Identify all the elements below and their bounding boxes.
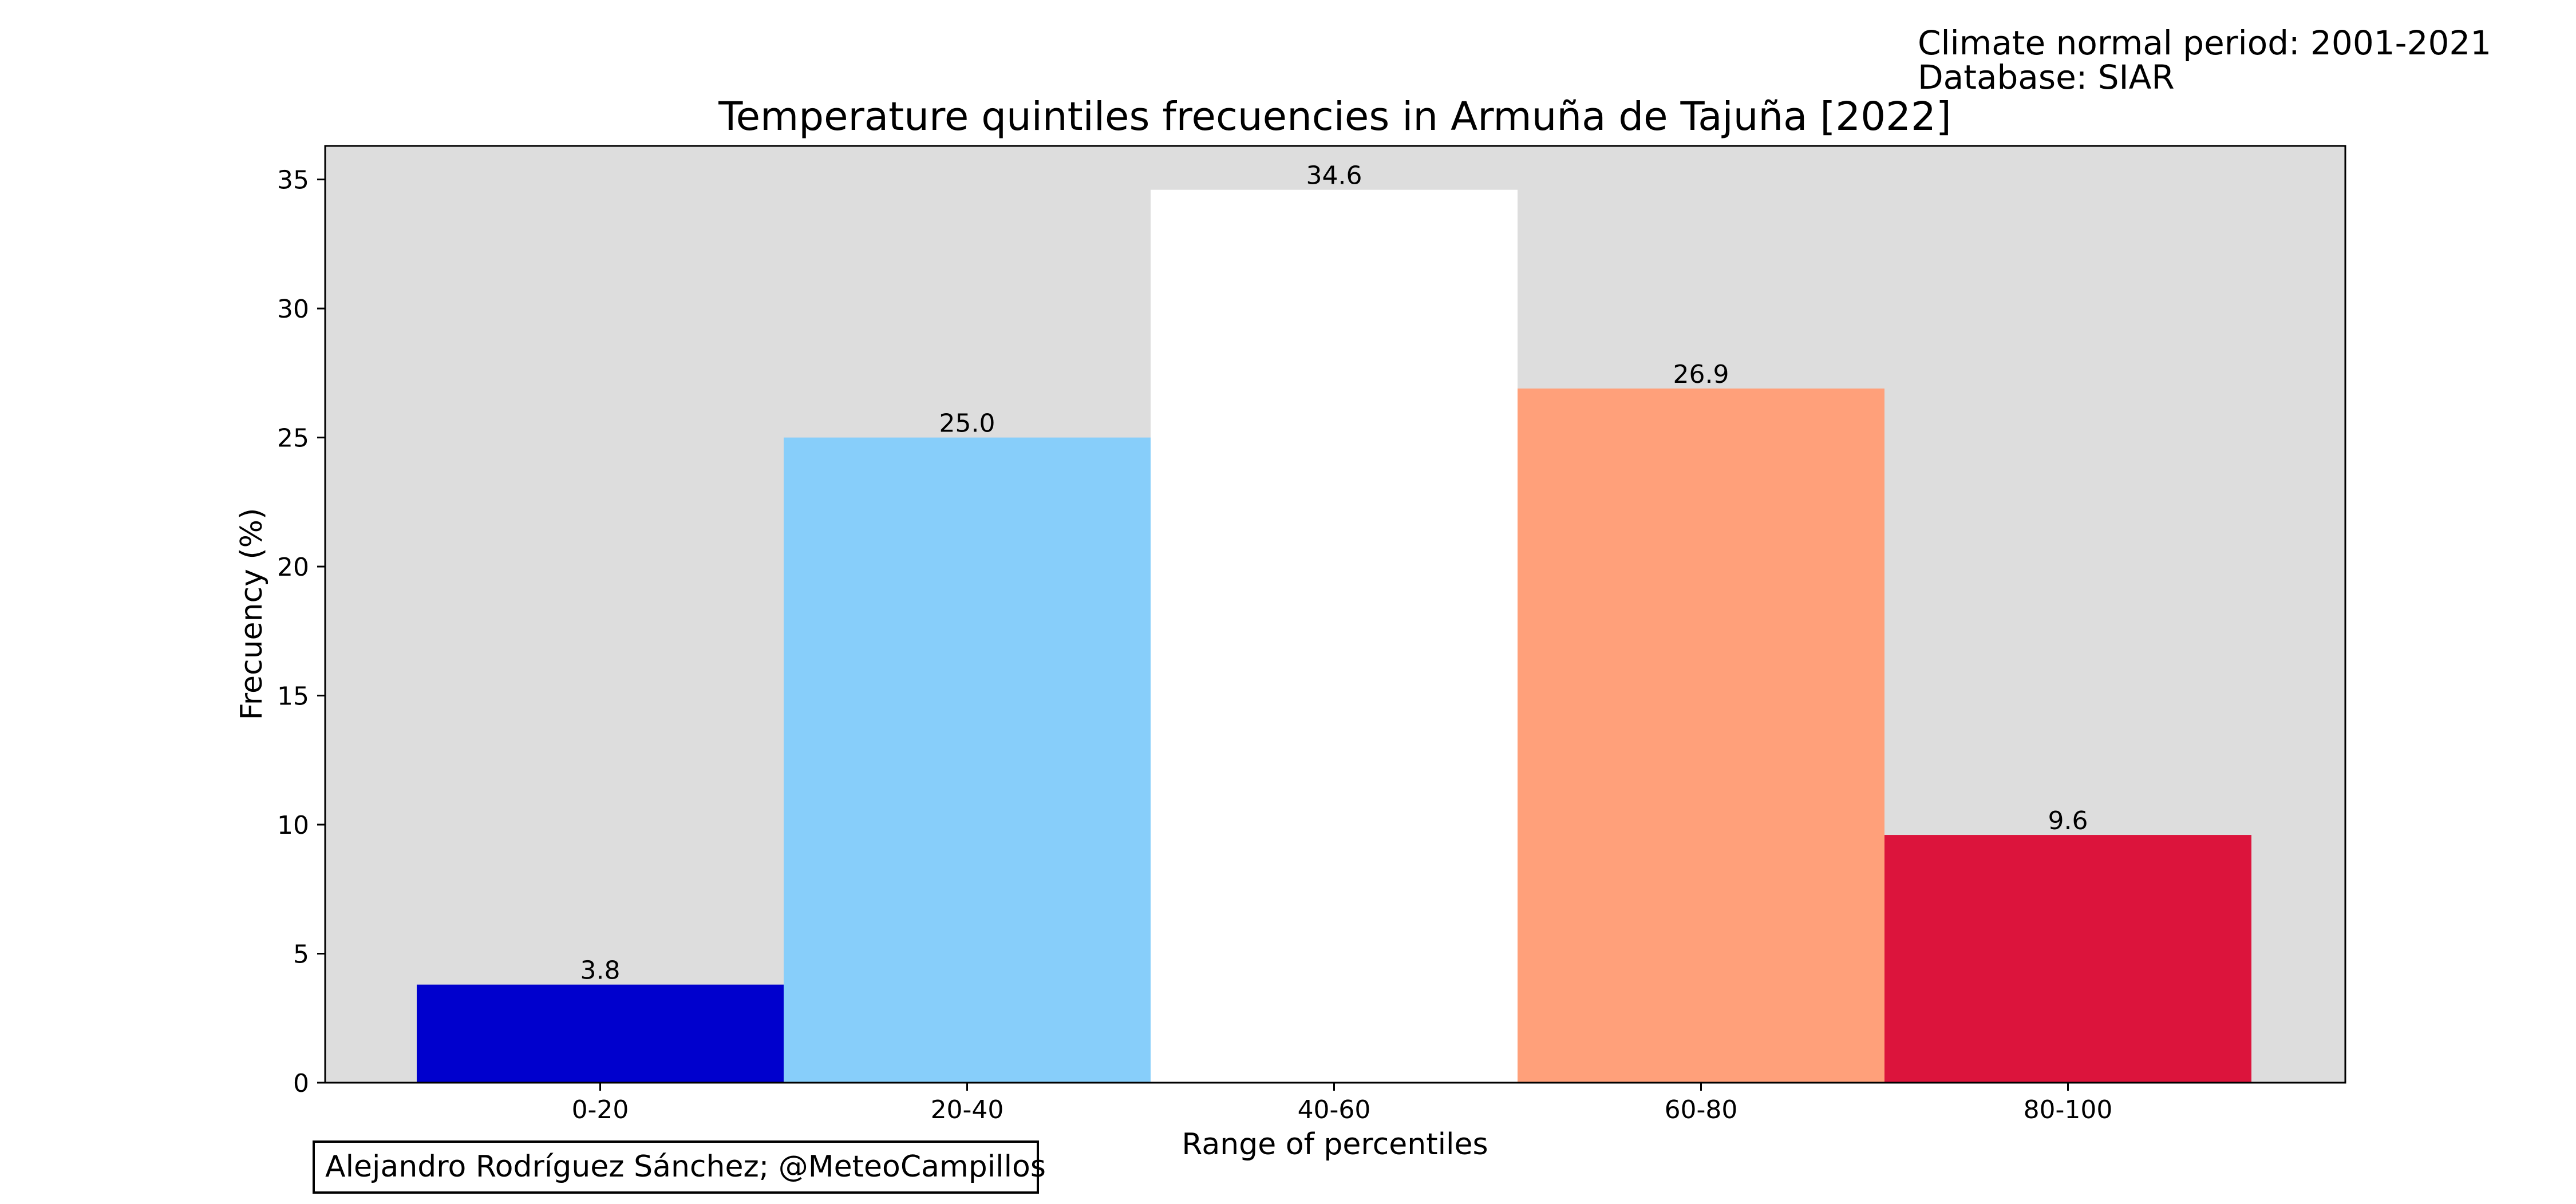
bar-40-60 <box>1151 189 1518 1083</box>
x-tick-label-0-20: 0-20 <box>572 1095 629 1124</box>
x-axis-label: Range of percentiles <box>1182 1127 1488 1162</box>
bar-value-label-0-20: 3.8 <box>580 956 621 985</box>
y-tick-label-10: 10 <box>277 811 309 840</box>
x-axis: 0-20 20-40 40-60 60-80 80-100 <box>572 1083 2113 1124</box>
x-tick-label-20-40: 20-40 <box>931 1095 1004 1124</box>
bars-group <box>417 189 2251 1083</box>
y-tick-label-25: 25 <box>277 424 309 453</box>
bar-value-labels: 3.8 25.0 34.6 26.9 9.6 <box>580 161 2088 985</box>
chart-title: Temperature quintiles frecuencies in Arm… <box>718 94 1951 140</box>
credit-text: Alejandro Rodríguez Sánchez; @MeteoCampi… <box>325 1150 1046 1184</box>
y-tick-label-20: 20 <box>277 553 309 582</box>
database-note: Database: SIAR <box>1918 58 2175 97</box>
bar-value-label-40-60: 34.6 <box>1306 161 1362 191</box>
bar-value-label-20-40: 25.0 <box>939 409 995 438</box>
y-tick-label-0: 0 <box>293 1069 309 1098</box>
bar-80-100 <box>1884 835 2251 1083</box>
bar-20-40 <box>784 437 1151 1083</box>
bar-value-label-80-100: 9.6 <box>2048 806 2088 835</box>
y-tick-label-30: 30 <box>277 295 309 324</box>
climate-normal-period-note: Climate normal period: 2001-2021 <box>1918 23 2491 62</box>
bar-0-20 <box>417 984 784 1083</box>
x-tick-label-60-80: 60-80 <box>1665 1095 1738 1124</box>
bar-60-80 <box>1518 388 1884 1083</box>
plot-frame <box>324 145 2346 1084</box>
y-axis: 0 5 10 15 20 25 30 35 <box>277 166 325 1098</box>
y-tick-label-5: 5 <box>293 940 309 969</box>
bar-value-label-60-80: 26.9 <box>1673 360 1729 389</box>
x-tick-label-40-60: 40-60 <box>1298 1095 1371 1124</box>
y-axis-label: Frecuency (%) <box>235 508 269 720</box>
x-tick-label-80-100: 80-100 <box>2024 1095 2113 1124</box>
credit-box <box>313 1140 1039 1194</box>
y-tick-label-15: 15 <box>277 682 309 711</box>
y-tick-label-35: 35 <box>277 166 309 195</box>
